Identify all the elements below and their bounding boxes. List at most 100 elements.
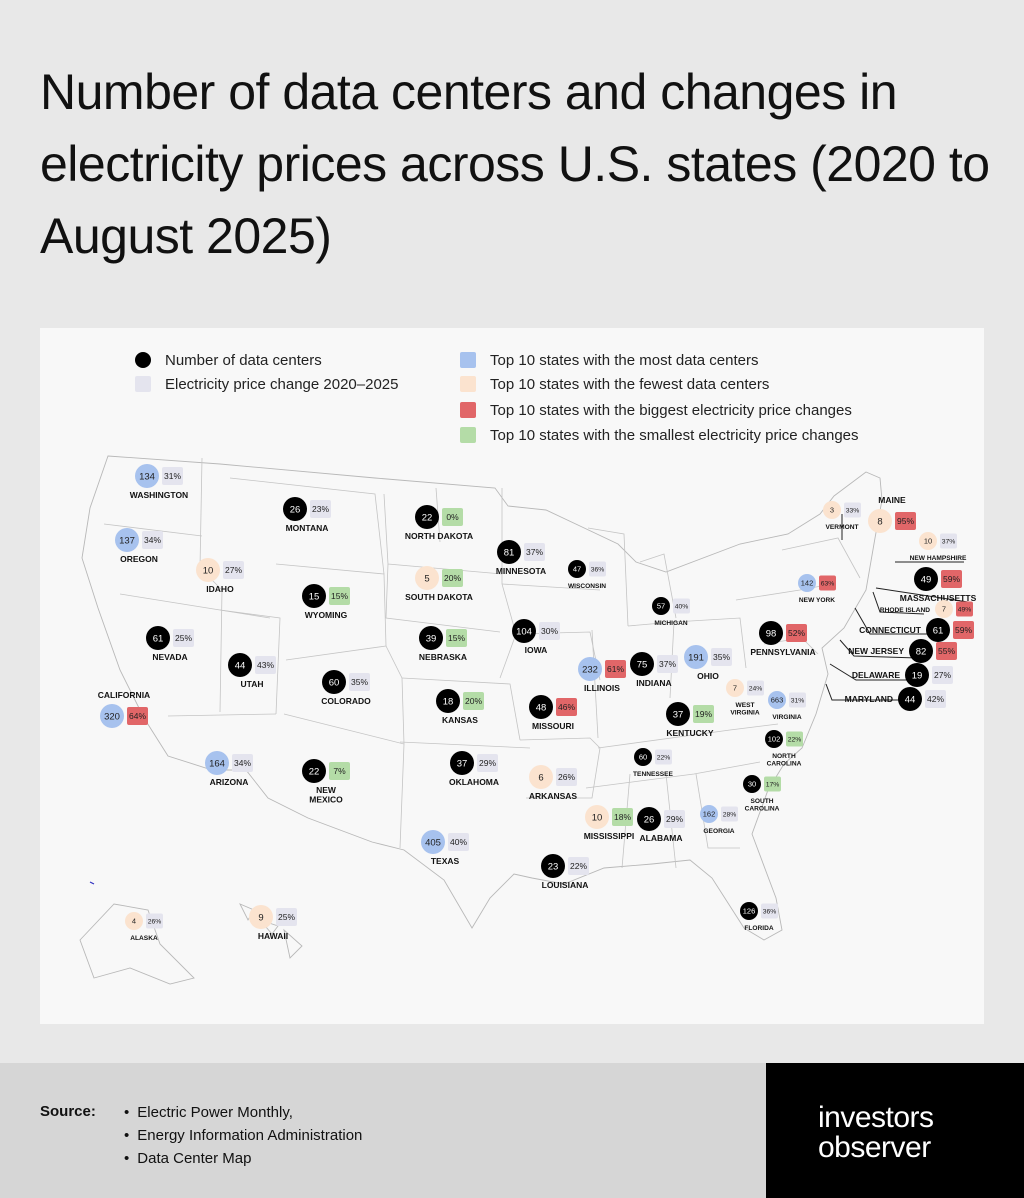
data-center-count-dot bbox=[868, 509, 892, 533]
data-center-count-dot bbox=[450, 751, 474, 775]
state-marker-massachusetts: 49 59% MASSACHUSETTS bbox=[900, 567, 977, 603]
legend-smallest: Top 10 states with the smallest electric… bbox=[460, 424, 859, 446]
price-change-box bbox=[664, 810, 685, 828]
state-marker-wyoming: 15 15% WYOMING bbox=[302, 584, 350, 620]
data-center-count: 49 bbox=[921, 574, 932, 585]
price-change-box bbox=[844, 502, 861, 518]
data-center-count-dot bbox=[415, 505, 439, 529]
data-center-count: 4 bbox=[132, 917, 136, 926]
price-change-value: 15% bbox=[331, 591, 348, 601]
price-change-box bbox=[895, 512, 916, 530]
data-center-count: 5 bbox=[424, 573, 429, 584]
state-marker-north-carolina: 102 22% NORTH CAROLINA bbox=[765, 730, 803, 768]
state-name-label: COLORADO bbox=[321, 696, 371, 706]
data-center-count-dot bbox=[228, 653, 252, 677]
price-change-value: 49% bbox=[958, 606, 972, 613]
state-marker-kentucky: 37 19% KENTUCKY bbox=[666, 702, 714, 738]
state-marker-florida: 126 36% FLORIDA bbox=[740, 902, 778, 932]
data-center-count: 44 bbox=[905, 694, 916, 705]
state-marker-south-dakota: 5 20% SOUTH DAKOTA bbox=[405, 566, 473, 602]
data-center-count-dot bbox=[135, 464, 159, 488]
price-change-value: 59% bbox=[943, 574, 960, 584]
state-marker-idaho: 10 27% IDAHO bbox=[196, 558, 244, 594]
data-center-count-dot bbox=[905, 663, 929, 687]
data-center-count-dot bbox=[302, 759, 326, 783]
data-center-count-dot bbox=[726, 679, 744, 697]
state-marker-oregon: 137 34% OREGON bbox=[115, 528, 163, 564]
data-center-count: 126 bbox=[743, 907, 756, 916]
data-center-count: 57 bbox=[657, 602, 665, 611]
data-center-count-dot bbox=[205, 751, 229, 775]
data-center-count-dot bbox=[666, 702, 690, 726]
state-name-label: SOUTH DAKOTA bbox=[405, 592, 473, 602]
price-change-box bbox=[764, 776, 781, 792]
state-name-label: MAINE bbox=[878, 495, 906, 505]
state-marker-indiana: 75 37% INDIANA bbox=[630, 652, 678, 688]
price-change-box bbox=[255, 656, 276, 674]
state-marker-kansas: 18 20% KANSAS bbox=[436, 689, 484, 725]
data-center-count-dot bbox=[115, 528, 139, 552]
green-swatch bbox=[460, 427, 476, 443]
source-item: Data Center Map bbox=[124, 1147, 362, 1170]
source-item: Electric Power Monthly, bbox=[124, 1101, 362, 1124]
price-change-box bbox=[442, 569, 463, 587]
state-marker-delaware: 19 27% DELAWARE bbox=[852, 663, 953, 687]
price-change-value: 30% bbox=[541, 626, 558, 636]
state-name-label: MISSOURI bbox=[532, 721, 574, 731]
state-name-label: OKLAHOMA bbox=[449, 777, 499, 787]
state-marker-vermont: 3 33% VERMONT bbox=[823, 501, 861, 531]
state-marker-new-hampshire: 10 37% NEW HAMPSHIRE bbox=[910, 532, 967, 562]
state-name-label: ALASKA bbox=[130, 935, 158, 942]
data-center-count-dot bbox=[740, 902, 758, 920]
state-marker-minnesota: 81 37% MINNESOTA bbox=[496, 540, 546, 576]
state-marker-oklahoma: 37 29% OKLAHOMA bbox=[449, 751, 499, 787]
price-change-box bbox=[329, 587, 350, 605]
price-change-box bbox=[127, 707, 148, 725]
data-center-count-dot bbox=[322, 670, 346, 694]
state-name-label: OREGON bbox=[120, 554, 158, 564]
data-center-count: 75 bbox=[637, 659, 648, 670]
price-change-value: 29% bbox=[479, 758, 496, 768]
legend-data-centers: Number of data centers bbox=[135, 349, 322, 371]
state-marker-illinois: 232 61% ILLINOIS bbox=[578, 657, 626, 693]
state-marker-utah: 44 43% UTAH bbox=[228, 653, 276, 689]
data-center-count-dot bbox=[630, 652, 654, 676]
price-change-value: 34% bbox=[234, 758, 251, 768]
price-change-value: 63% bbox=[821, 580, 835, 587]
price-change-value: 27% bbox=[225, 565, 242, 575]
source-item: Energy Information Administration bbox=[124, 1124, 362, 1147]
page-title: Number of data centers and changes in el… bbox=[40, 64, 990, 264]
state-name-label: KANSAS bbox=[442, 715, 478, 725]
blue-swatch bbox=[460, 352, 476, 368]
data-center-count: 37 bbox=[673, 709, 684, 720]
data-center-count-dot bbox=[637, 807, 661, 831]
state-name-label: FLORIDA bbox=[744, 925, 774, 932]
state-name-label: NORTH DAKOTA bbox=[405, 531, 473, 541]
price-change-value: 27% bbox=[934, 670, 951, 680]
gray-square-swatch bbox=[135, 376, 151, 392]
state-marker-south-carolina: 30 17% SOUTH CAROLINA bbox=[743, 775, 781, 813]
state-name-label: IDAHO bbox=[206, 584, 234, 594]
state-marker-missouri: 48 46% MISSOURI bbox=[529, 695, 577, 731]
data-center-count: 9 bbox=[258, 912, 263, 923]
price-change-box bbox=[448, 833, 469, 851]
price-change-value: 22% bbox=[788, 736, 802, 743]
data-center-count: 44 bbox=[235, 660, 246, 671]
data-center-count-dot bbox=[283, 497, 307, 521]
price-change-box bbox=[442, 508, 463, 526]
state-name-label: ILLINOIS bbox=[584, 683, 620, 693]
price-change-value: 40% bbox=[675, 603, 689, 610]
state-marker-alabama: 26 29% ALABAMA bbox=[637, 807, 685, 843]
data-center-count-dot bbox=[100, 704, 124, 728]
state-marker-new-jersey: 82 55% NEW JERSEY bbox=[848, 639, 957, 663]
price-change-box bbox=[789, 692, 806, 708]
data-center-count: 60 bbox=[329, 677, 340, 688]
state-marker-arizona: 164 34% ARIZONA bbox=[205, 751, 253, 787]
state-name-label: ARKANSAS bbox=[529, 791, 578, 801]
data-center-count-dot bbox=[914, 567, 938, 591]
state-marker-nevada: 61 25% NEVADA bbox=[146, 626, 194, 662]
state-marker-tennessee: 60 22% TENNESSEE bbox=[633, 748, 674, 778]
state-marker-arkansas: 6 26% ARKANSAS bbox=[529, 765, 578, 801]
data-center-count: 191 bbox=[688, 652, 704, 663]
price-change-box bbox=[786, 624, 807, 642]
